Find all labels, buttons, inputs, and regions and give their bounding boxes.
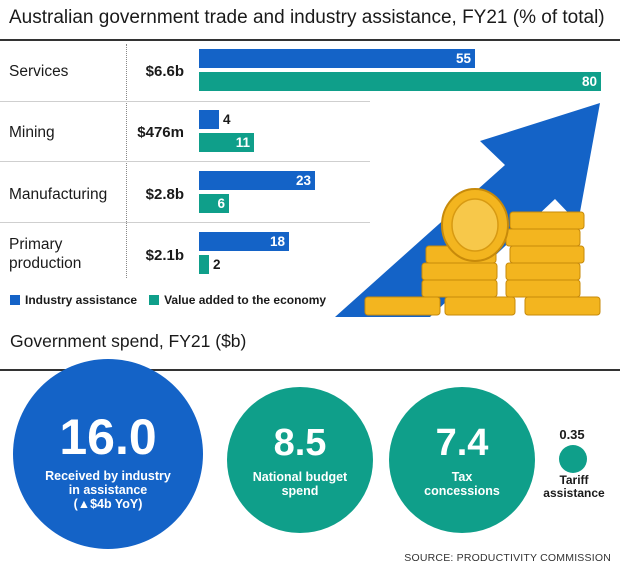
tariff-caption-line: Tariff: [559, 473, 589, 487]
tariff-caption-line: assistance: [543, 486, 605, 500]
row-separator: [0, 222, 370, 223]
legend-item-industry-assistance: Industry assistance: [10, 293, 137, 307]
bar-value-label: 6: [217, 196, 225, 211]
amount-manufacturing: $2.8b: [145, 186, 184, 203]
spend-rule: [0, 369, 620, 371]
source-note: SOURCE: PRODUCTIVITY COMMISSION: [404, 552, 611, 564]
circle-caption: Tax: [451, 470, 473, 484]
bar-industry-1: [199, 110, 219, 129]
legend-swatch-green: [149, 295, 160, 305]
bar-industry-3: 18: [199, 232, 289, 251]
circle-caption: spend: [281, 484, 319, 498]
legend-item-value-added: Value added to the economy: [149, 293, 326, 307]
amount-mining: $476m: [137, 124, 184, 141]
circle-caption: concessions: [424, 484, 500, 498]
circle-caption: in assistance: [68, 483, 148, 497]
row-separator: [0, 161, 370, 162]
circle-caption: Received by industry: [45, 469, 171, 483]
legend: Industry assistance Value added to the e…: [10, 293, 338, 307]
title-rule: [0, 39, 620, 41]
bar-value-added-2: 6: [199, 194, 229, 213]
circle-tariff-assistance: [559, 445, 587, 473]
bar-value-added-3: [199, 255, 209, 274]
circle-industry-assistance: 16.0 Received by industry in assistance …: [13, 359, 203, 549]
category-label-mining: Mining: [9, 124, 55, 141]
arrow-and-coins-illustration: [335, 103, 601, 317]
legend-label: Industry assistance: [25, 293, 138, 307]
circle-national-budget: 8.5 National budget spend: [227, 387, 373, 533]
category-label-manufacturing: Manufacturing: [9, 186, 108, 203]
tariff-value: 0.35: [559, 427, 585, 442]
bar-value-label: 18: [269, 234, 285, 249]
bar-value-label: 4: [223, 112, 231, 127]
legend-swatch-blue: [10, 295, 20, 305]
bar-value-added-1: 11: [199, 133, 254, 152]
bar-industry-2: 23: [199, 171, 315, 190]
bar-value-label: 11: [235, 135, 250, 150]
circle-value: 16.0: [59, 409, 157, 465]
row-separator: [0, 101, 370, 102]
circle-value: 8.5: [273, 422, 327, 464]
bar-value-label: 80: [581, 74, 597, 89]
category-label-services: Services: [9, 63, 69, 80]
bar-value-label: 23: [295, 173, 311, 188]
bar-industry-0: 55: [199, 49, 475, 68]
circle-caption: (▲$4b YoY): [73, 497, 143, 511]
spend-title: Government spend, FY21 ($b): [10, 331, 247, 351]
circle-tax-concessions: 7.4 Tax concessions: [389, 387, 535, 533]
legend-label: Value added to the economy: [164, 293, 327, 307]
circle-caption: National budget: [252, 470, 348, 484]
amount-services: $6.6b: [145, 63, 184, 80]
category-label-primary-production: Primary production: [9, 236, 82, 272]
bar-value-added-0: 80: [199, 72, 601, 91]
circle-value: 7.4: [435, 422, 489, 464]
chart-title: Australian government trade and industry…: [9, 7, 605, 28]
tariff-caption: Tariff assistance: [538, 474, 610, 500]
amount-primary-production: $2.1b: [145, 247, 184, 264]
bar-value-label: 55: [455, 51, 471, 66]
bar-value-label: 2: [213, 257, 221, 272]
